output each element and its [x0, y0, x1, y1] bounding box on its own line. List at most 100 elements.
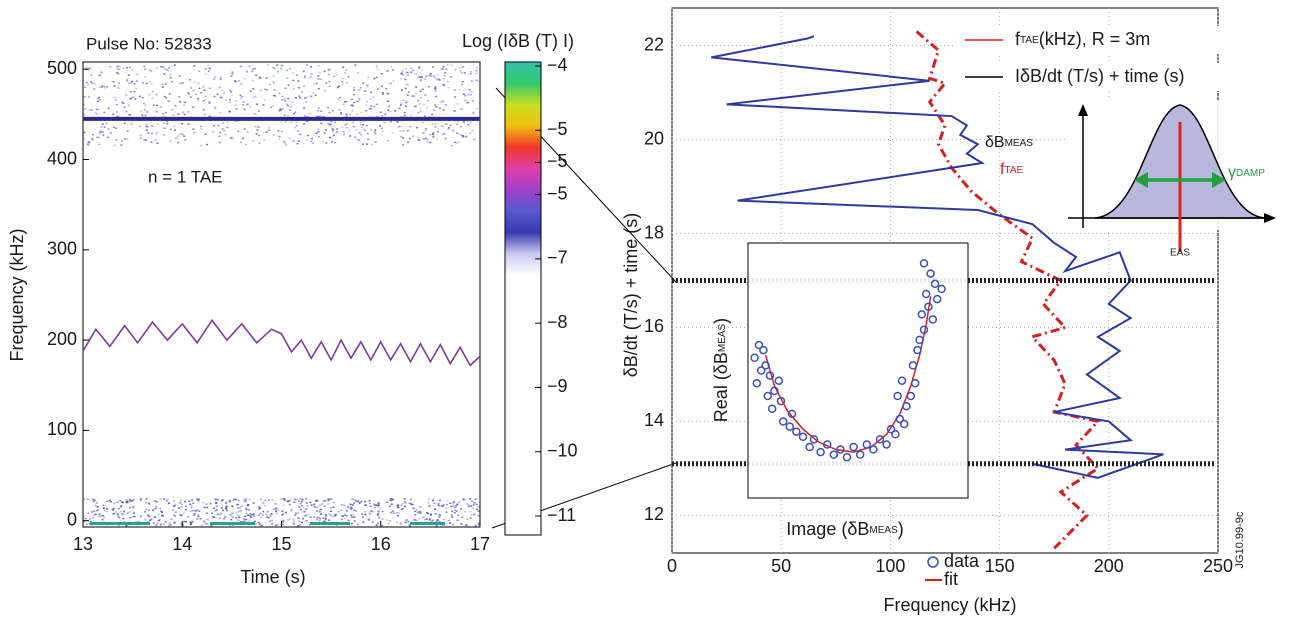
noise — [381, 518, 384, 520]
noise — [130, 123, 133, 125]
noise — [320, 122, 323, 125]
noise — [252, 502, 255, 504]
noise — [332, 129, 335, 132]
noise — [433, 109, 436, 111]
noise — [224, 502, 227, 504]
noise — [437, 502, 440, 505]
data-point — [902, 401, 911, 411]
noise — [333, 501, 336, 504]
noise — [295, 512, 298, 515]
noise — [243, 128, 246, 130]
y-axis-label-part: ) — [711, 318, 731, 324]
noise — [258, 142, 261, 145]
noise — [251, 70, 254, 73]
noise — [124, 138, 127, 140]
noise — [327, 124, 330, 126]
noise — [436, 518, 439, 521]
noise — [377, 512, 380, 515]
noise — [181, 503, 184, 506]
noise — [167, 100, 170, 102]
noise — [192, 502, 195, 505]
noise — [246, 505, 249, 507]
noise — [477, 522, 480, 524]
noise — [379, 125, 382, 127]
noise — [152, 90, 155, 93]
data-point — [767, 404, 777, 413]
noise — [237, 499, 240, 502]
noise — [386, 501, 389, 503]
noise — [267, 64, 270, 66]
noise — [241, 137, 244, 140]
noise — [305, 139, 308, 141]
noise — [214, 502, 217, 505]
noise — [428, 498, 431, 501]
noise — [451, 516, 454, 518]
noise — [188, 500, 191, 502]
noise — [232, 499, 235, 502]
noise — [352, 498, 355, 501]
noise — [351, 522, 354, 525]
noise — [328, 80, 331, 83]
noise — [259, 89, 262, 92]
noise — [207, 67, 210, 69]
noise — [190, 507, 193, 509]
noise — [93, 499, 96, 502]
noise — [402, 137, 405, 139]
noise — [216, 498, 219, 501]
noise — [303, 76, 306, 79]
noise — [112, 80, 115, 83]
noise — [234, 120, 237, 122]
noise — [126, 138, 129, 140]
noise — [409, 125, 412, 128]
noise — [375, 103, 378, 106]
noise — [354, 510, 357, 512]
noise — [328, 519, 331, 521]
noise — [434, 508, 437, 510]
noise — [419, 79, 422, 81]
noise — [146, 125, 149, 128]
noise — [209, 502, 212, 505]
noise — [172, 509, 175, 511]
noise — [100, 126, 103, 128]
noise — [424, 129, 427, 132]
noise — [163, 95, 166, 98]
noise — [303, 511, 306, 513]
noise — [103, 509, 106, 511]
noise — [120, 504, 123, 507]
noise — [170, 80, 173, 83]
noise — [243, 498, 246, 501]
noise — [243, 108, 246, 111]
noise — [447, 519, 450, 522]
noise — [473, 513, 476, 516]
noise — [470, 80, 473, 82]
noise — [125, 110, 128, 113]
noise — [400, 504, 403, 507]
noise — [272, 133, 275, 136]
noise — [292, 72, 295, 74]
noise — [132, 512, 135, 514]
left-plot-frame — [82, 61, 481, 528]
noise — [469, 132, 472, 134]
noise — [316, 518, 319, 521]
x-axis-label: Image (δBMEAS) — [786, 519, 903, 539]
noise — [316, 499, 319, 502]
noise — [214, 510, 217, 512]
noise — [215, 505, 218, 507]
noise — [317, 75, 320, 77]
noise — [424, 94, 427, 96]
noise — [115, 103, 118, 106]
noise — [177, 507, 180, 509]
y-axis-label-part: MEAS — [717, 323, 728, 352]
noise — [285, 144, 288, 146]
noise — [163, 73, 166, 75]
noise — [282, 504, 285, 506]
noise — [410, 71, 413, 74]
noise — [312, 504, 315, 507]
noise — [362, 123, 365, 126]
noise — [89, 518, 92, 521]
noise — [449, 502, 452, 504]
noise — [257, 126, 260, 128]
noise — [91, 82, 94, 84]
noise — [218, 135, 221, 137]
noise — [349, 113, 352, 116]
